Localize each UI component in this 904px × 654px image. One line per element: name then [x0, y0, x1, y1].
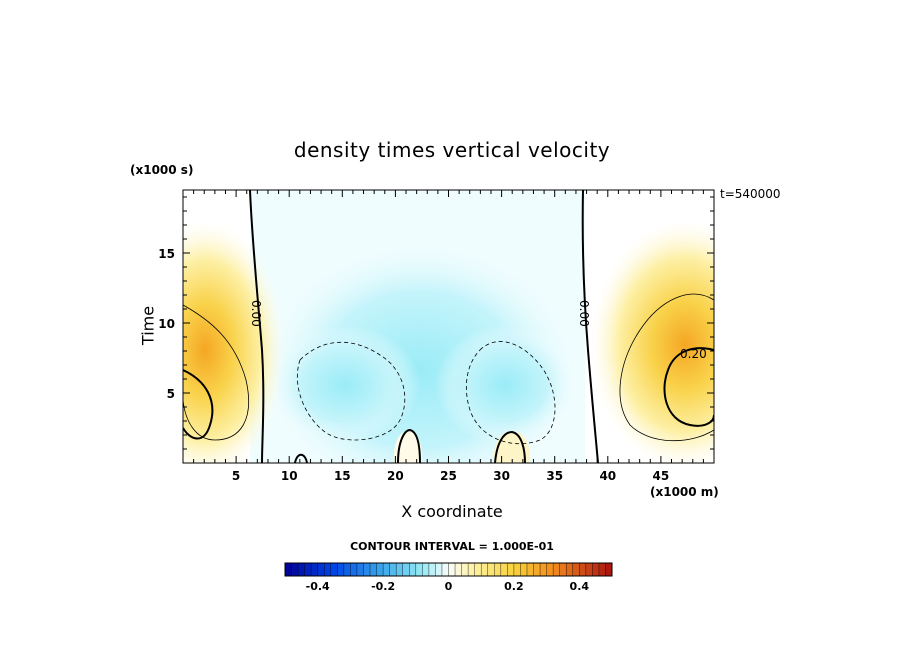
contour-interval-label: CONTOUR INTERVAL = 1.000E-01 [350, 540, 554, 553]
y-axis-ticks: 5 10 15 [158, 196, 714, 450]
colorbar-tick-label: 0 [445, 580, 453, 593]
x-axis-units: (x1000 m) [650, 485, 719, 499]
colorbar-swatch [461, 563, 469, 576]
colorbar-swatch [389, 563, 397, 576]
contour-0.2-right [663, 347, 714, 427]
colorbar-swatch [546, 563, 554, 576]
colorbar-swatch [370, 563, 378, 576]
colorbar-swatch [533, 563, 541, 576]
chart-title: density times vertical velocity [293, 138, 611, 162]
colorbar-swatch [559, 563, 567, 576]
x-tick-label: 15 [334, 469, 351, 483]
zero-contour-spot-3 [294, 453, 308, 463]
colorbar-swatch [428, 563, 436, 576]
colorbar-swatch [585, 563, 593, 576]
x-tick-label: 40 [599, 469, 616, 483]
field-positive-right [590, 220, 714, 463]
colorbar-swatch [324, 563, 332, 576]
x-tick-label: 20 [387, 469, 404, 483]
field-negative-core-right [435, 325, 575, 445]
x-axis-label: X coordinate [401, 502, 503, 521]
colorbar-swatch [363, 563, 371, 576]
colorbar-swatch [520, 563, 528, 576]
colorbar-swatch [598, 563, 606, 576]
y-axis-units: (x1000 s) [130, 163, 194, 177]
colorbar-swatch [494, 563, 502, 576]
colorbar-tick-label: 0.4 [570, 580, 590, 593]
colorbar-tick-label: -0.4 [306, 580, 330, 593]
colorbar-swatch [441, 563, 449, 576]
colorbar-swatch [455, 563, 463, 576]
x-tick-label: 30 [493, 469, 510, 483]
colorbar-swatch [579, 563, 587, 576]
colorbar-swatch [356, 563, 364, 576]
x-tick-label: 35 [546, 469, 563, 483]
colorbar-swatch [291, 563, 299, 576]
colorbar-swatch [402, 563, 410, 576]
colorbar-tick-label: 0.2 [504, 580, 524, 593]
x-axis-ticks: 5 10 15 20 25 30 35 40 45 [193, 190, 704, 483]
zero-contour-right [581, 190, 599, 463]
colorbar-swatch [330, 563, 338, 576]
colorbar-swatch [409, 563, 417, 576]
colorbar-swatch [448, 563, 456, 576]
colorbar: -0.4 -0.2 0 0.2 0.4 [284, 562, 613, 593]
colorbar-swatch [317, 563, 325, 576]
colorbar-swatch [343, 563, 351, 576]
colorbar-swatch [513, 563, 521, 576]
colorbar-swatch [487, 563, 495, 576]
x-tick-label: 25 [440, 469, 457, 483]
colorbar-swatch [500, 563, 508, 576]
x-tick-label: 10 [281, 469, 298, 483]
colorbar-swatch [422, 563, 430, 576]
time-stamp: t=540000 [720, 187, 781, 201]
colorbar-tick-label: -0.2 [371, 580, 395, 593]
contour-0.1-left [183, 304, 250, 441]
colorbar-swatch [592, 563, 600, 576]
y-tick-label: 5 [167, 387, 175, 401]
colorbar-swatch [526, 563, 535, 576]
colorbar-swatch [474, 563, 482, 576]
colorbar-swatch [285, 563, 293, 576]
y-tick-label: 10 [158, 317, 175, 331]
colorbar-swatch [396, 563, 404, 576]
zero-contour-spot-2 [494, 430, 526, 463]
colorbar-swatch [383, 563, 391, 576]
colorbar-frame [284, 562, 613, 577]
contour-label-left: 0.00 [249, 300, 263, 327]
colorbar-swatch [311, 563, 319, 576]
contour-label-right: 0.00 [577, 300, 591, 327]
colorbar-swatch [468, 563, 476, 576]
colorbar-swatch [605, 563, 613, 576]
contour-0.2-left [183, 369, 214, 440]
colorbar-swatch [507, 563, 515, 576]
x-tick-label: 45 [653, 469, 670, 483]
colorbar-swatch [337, 563, 345, 576]
contour-negative-0.1-left [296, 341, 406, 441]
x-tick-label: 5 [232, 469, 240, 483]
colorbar-swatch [304, 563, 312, 576]
colorbar-swatch [572, 563, 580, 576]
colorbar-swatch [566, 563, 574, 576]
contour-0.1-right [619, 293, 714, 442]
colorbar-swatch [553, 563, 561, 576]
field-negative-core-left [270, 325, 420, 445]
colorbar-swatch [415, 563, 423, 576]
colorbar-swatch [350, 563, 358, 576]
y-tick-label: 15 [158, 247, 175, 261]
colorbar-swatch [540, 563, 548, 576]
colorbar-swatch [376, 563, 384, 576]
colorbar-swatch [298, 563, 306, 576]
zero-contour-spot-1 [397, 428, 421, 463]
contour-label-positive: 0.20 [680, 347, 707, 361]
colorbar-swatch [435, 563, 443, 576]
colorbar-swatch [481, 563, 489, 576]
zero-contour-left [249, 190, 265, 463]
field-positive-left [183, 220, 285, 463]
